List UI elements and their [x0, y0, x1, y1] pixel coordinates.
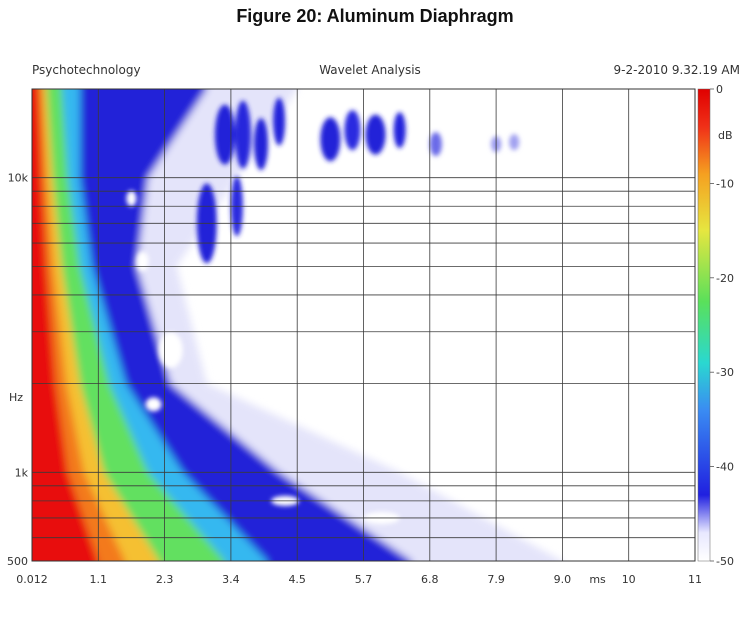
heat-blob: [429, 132, 442, 157]
y-axis-unit: Hz: [9, 391, 23, 404]
heat-blob: [273, 97, 286, 146]
heat-blob: [145, 397, 162, 412]
header-brand: Psychotechnology: [32, 63, 141, 77]
figure-title: Figure 20: Aluminum Diaphragm: [236, 6, 514, 26]
y-tick-label: 10k: [8, 172, 29, 185]
grid: [32, 89, 695, 561]
colorbar-ticks: 0 -10 -20 -30 -40 -50: [710, 83, 734, 568]
y-tick-label: 1k: [15, 466, 29, 479]
colorbar-tick-label: -20: [716, 272, 734, 285]
header-analysis-type: Wavelet Analysis: [319, 63, 421, 77]
colorbar-tick-label: -40: [716, 461, 734, 474]
colorbar-tick-label: -30: [716, 366, 734, 379]
colorbar-unit: dB: [718, 129, 733, 142]
colorbar: [697, 88, 711, 562]
heat-blob: [136, 251, 149, 272]
x-axis-unit: ms: [589, 573, 606, 586]
x-tick-label: 9.0: [554, 573, 572, 586]
x-tick-label: 10: [622, 573, 636, 586]
colorbar-tick-label: -50: [716, 555, 734, 568]
heat-blob: [365, 114, 386, 155]
heat-blob: [214, 104, 235, 165]
plot-frame: [31, 88, 696, 562]
y-axis: 500 1k 10k: [7, 172, 29, 568]
heat-blob: [344, 110, 361, 151]
x-tick-label: 4.5: [288, 573, 306, 586]
heat-blob: [126, 190, 137, 207]
heat-blob: [509, 134, 520, 151]
x-tick-label: 2.3: [156, 573, 174, 586]
x-tick-label: 5.7: [355, 573, 373, 586]
colorbar-tick-label: 0: [716, 83, 723, 96]
heat-blob: [320, 117, 341, 162]
heat-blob: [158, 332, 183, 369]
x-tick-label: 6.8: [421, 573, 439, 586]
x-tick-label: 11: [688, 573, 702, 586]
header-timestamp: 9-2-2010 9.32.19 AM: [613, 63, 740, 77]
heat-band: [32, 89, 99, 561]
y-tick-label: 500: [7, 555, 28, 568]
x-tick-label: 7.9: [487, 573, 505, 586]
heat-blob: [254, 118, 269, 171]
heat-blob: [234, 100, 251, 169]
x-tick-label: 3.4: [222, 573, 240, 586]
colorbar-tick-label: -10: [716, 177, 734, 190]
x-axis: 0.012 1.1 2.3 3.4 4.5 5.7 6.8 7.9 9.0 10 11: [16, 573, 702, 586]
x-tick-label: 1.1: [90, 573, 108, 586]
heat-blob: [393, 112, 406, 149]
x-tick-label: 0.012: [16, 573, 48, 586]
